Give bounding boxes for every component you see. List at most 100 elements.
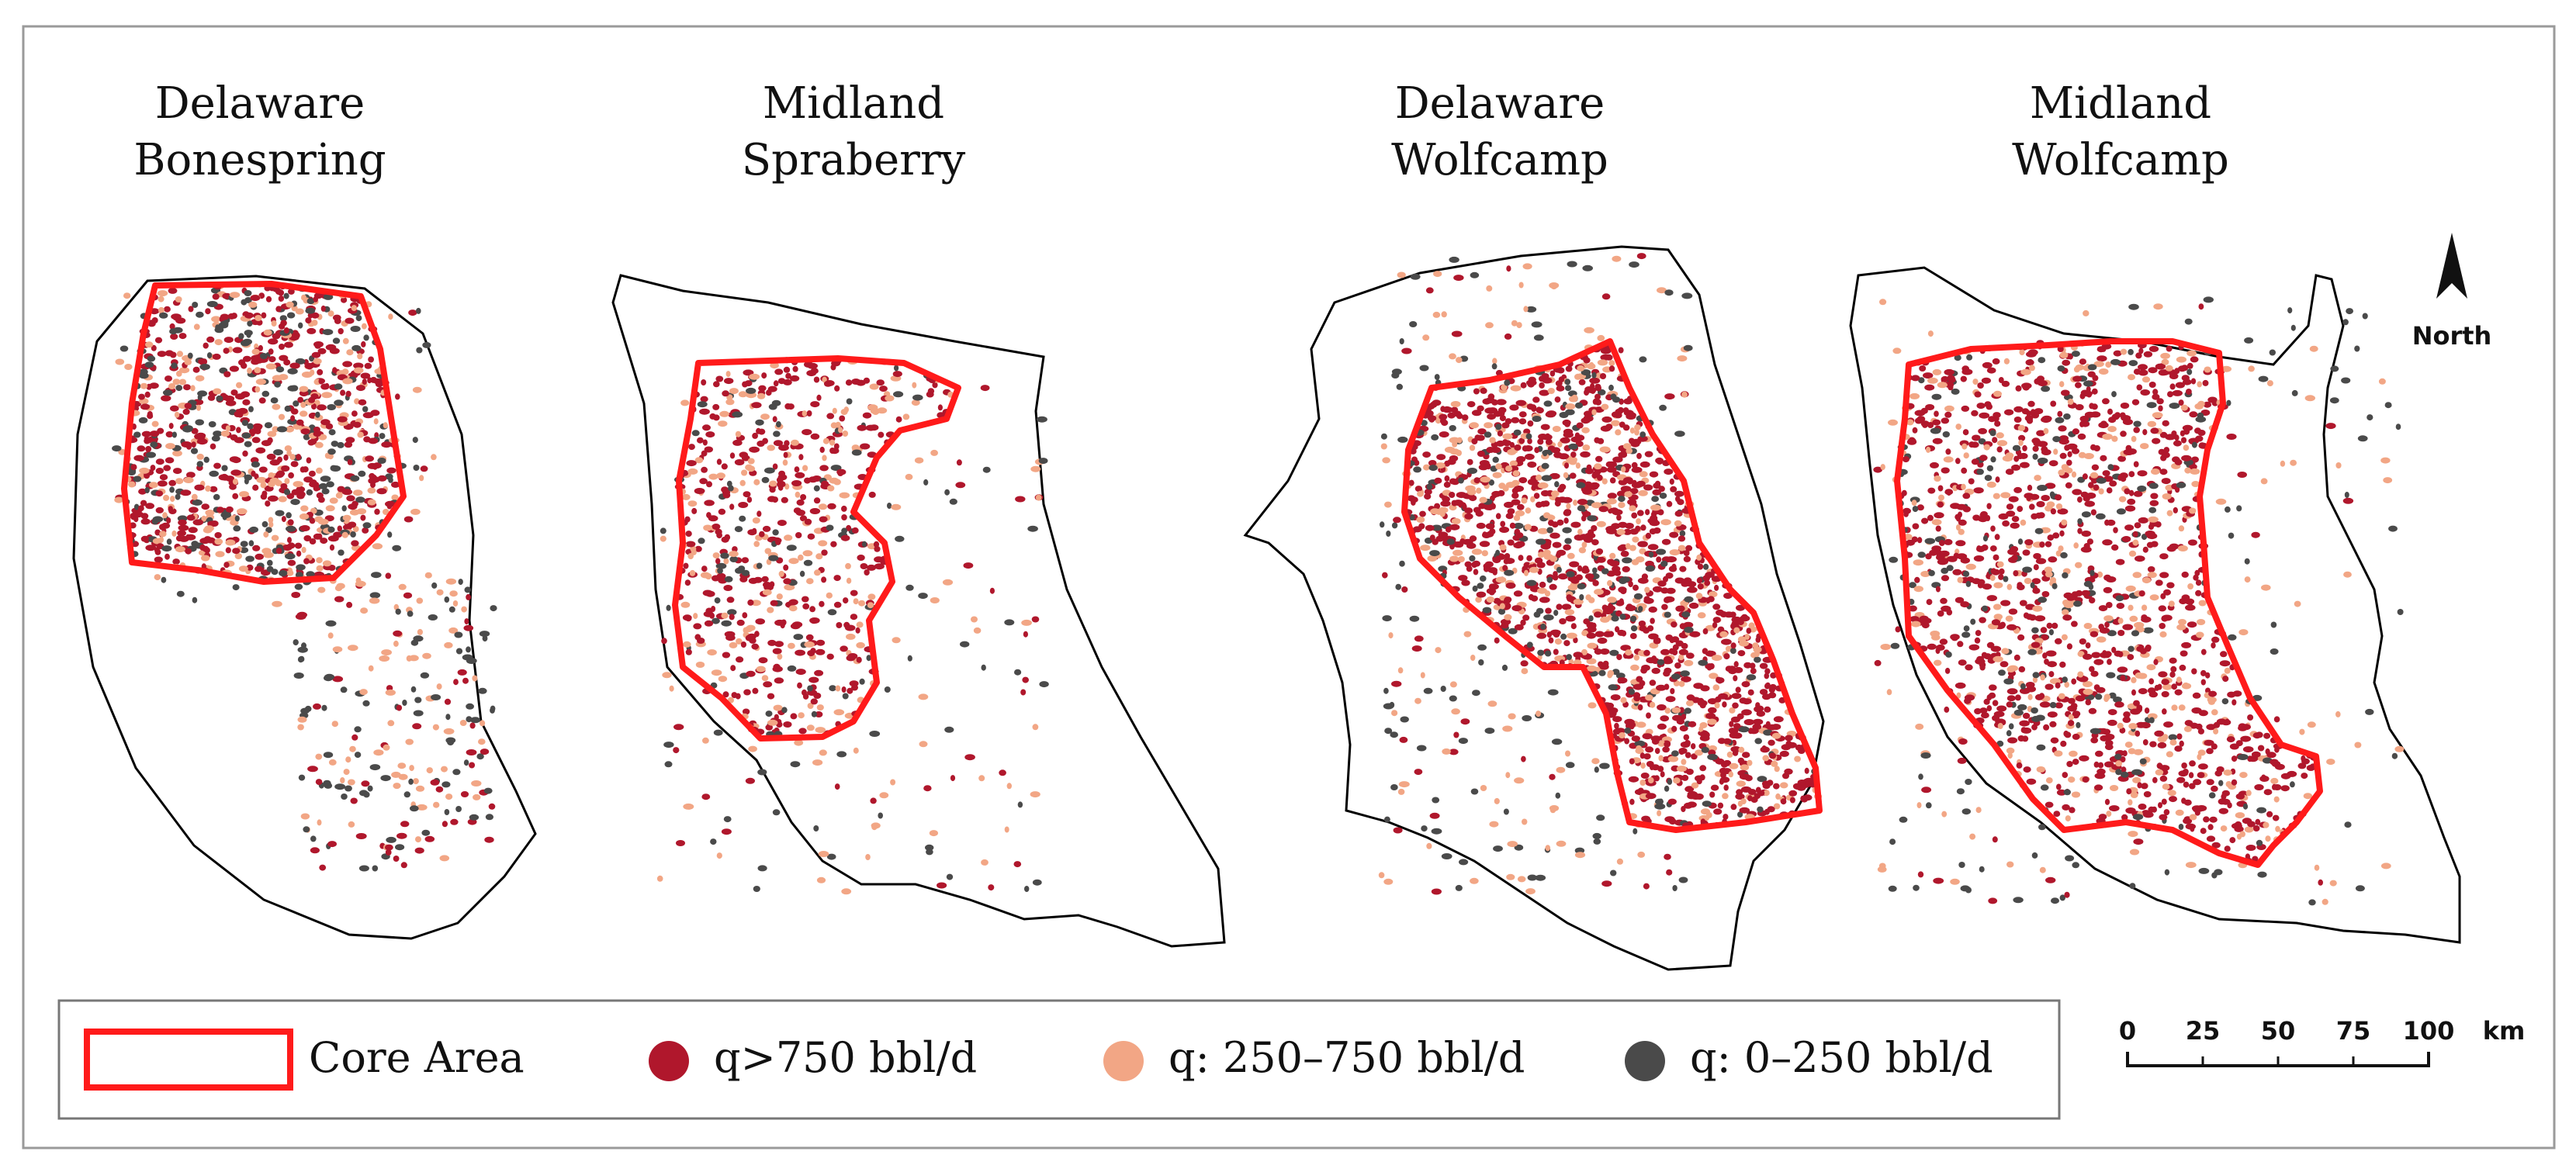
well-point-high bbox=[2029, 493, 2040, 500]
well-point-high bbox=[1723, 784, 1729, 791]
well-point-medium bbox=[1597, 359, 1608, 366]
well-point-high bbox=[2169, 383, 2176, 390]
well-point-low bbox=[869, 731, 881, 737]
well-point-low bbox=[1588, 615, 1594, 622]
well-point-high bbox=[1672, 714, 1683, 721]
well-point-high bbox=[1717, 626, 1725, 633]
well-point-high bbox=[2197, 430, 2206, 436]
well-point-medium bbox=[174, 411, 180, 418]
well-point-medium bbox=[444, 641, 453, 648]
well-point-high bbox=[731, 692, 738, 699]
well-point-medium bbox=[1930, 631, 1941, 637]
well-point-high bbox=[701, 450, 708, 457]
well-point-high bbox=[747, 633, 757, 640]
well-point-high bbox=[1979, 455, 1988, 462]
well-point-high bbox=[348, 503, 358, 510]
well-point-high bbox=[224, 396, 235, 402]
well-point-high bbox=[414, 847, 424, 854]
well-point-high bbox=[1664, 853, 1671, 860]
well-point-medium bbox=[327, 310, 334, 317]
well-point-medium bbox=[1575, 462, 1581, 469]
well-point-medium bbox=[1524, 524, 1532, 531]
well-point-high bbox=[2174, 434, 2180, 441]
well-point-high bbox=[1503, 558, 1510, 565]
well-point-high bbox=[833, 575, 841, 582]
well-point-high bbox=[686, 460, 697, 467]
well-point-high bbox=[1491, 447, 1501, 453]
well-point-high bbox=[1585, 573, 1594, 580]
well-point-high bbox=[1662, 746, 1670, 753]
well-point-medium bbox=[694, 457, 704, 464]
well-point-low bbox=[2111, 391, 2117, 398]
well-point-high bbox=[155, 458, 164, 465]
well-point-medium bbox=[473, 793, 481, 800]
well-point-low bbox=[320, 475, 331, 482]
well-point-high bbox=[1981, 712, 1989, 719]
well-point-high bbox=[722, 390, 729, 397]
well-point-high bbox=[790, 623, 801, 630]
well-point-low bbox=[1681, 611, 1691, 618]
well-point-high bbox=[258, 344, 263, 351]
well-point-high bbox=[1993, 554, 2000, 561]
well-point-low bbox=[1547, 689, 1559, 696]
well-point-high bbox=[159, 474, 168, 481]
well-point-high bbox=[796, 499, 805, 506]
well-point-high bbox=[2301, 773, 2308, 780]
well-point-high bbox=[376, 488, 387, 495]
well-point-high bbox=[2011, 464, 2020, 471]
well-point-high bbox=[704, 446, 713, 453]
well-point-low bbox=[905, 584, 914, 591]
well-point-high bbox=[1504, 553, 1511, 559]
well-point-high bbox=[1730, 804, 1737, 811]
well-point-medium bbox=[398, 583, 407, 590]
well-point-medium bbox=[1537, 527, 1549, 534]
well-point-medium bbox=[869, 383, 879, 390]
well-point-low bbox=[265, 527, 272, 534]
well-point-high bbox=[1664, 741, 1671, 748]
well-point-high bbox=[702, 424, 711, 431]
well-point-low bbox=[1533, 334, 1544, 341]
well-point-high bbox=[1934, 410, 1939, 417]
well-point-low bbox=[233, 525, 241, 532]
well-point-high bbox=[1649, 528, 1657, 535]
well-point-high bbox=[1419, 510, 1426, 517]
well-point-high bbox=[196, 438, 208, 445]
well-point-medium bbox=[254, 367, 261, 374]
well-point-high bbox=[334, 596, 345, 603]
well-point-medium bbox=[1442, 748, 1451, 755]
well-point-high bbox=[2148, 345, 2159, 352]
well-point-medium bbox=[680, 601, 691, 608]
well-point-low bbox=[1390, 784, 1398, 790]
well-point-medium bbox=[1622, 443, 1632, 450]
well-point-low bbox=[1384, 728, 1393, 735]
well-point-high bbox=[1449, 492, 1456, 498]
well-point-high bbox=[1473, 569, 1479, 576]
well-point-medium bbox=[299, 410, 308, 417]
well-point-low bbox=[234, 515, 240, 522]
well-point-high bbox=[740, 641, 747, 648]
well-point-high bbox=[1729, 611, 1736, 618]
well-point-medium bbox=[687, 553, 694, 559]
well-point-high bbox=[691, 507, 698, 514]
well-point-low bbox=[1651, 496, 1660, 503]
well-point-low bbox=[283, 292, 289, 299]
well-point-high bbox=[1629, 437, 1635, 444]
well-point-medium bbox=[295, 308, 304, 315]
well-point-high bbox=[1705, 713, 1716, 720]
well-point-high bbox=[164, 375, 172, 382]
well-point-high bbox=[1998, 513, 2009, 520]
well-point-low bbox=[807, 685, 813, 692]
well-point-high bbox=[2189, 411, 2198, 418]
well-point-high bbox=[1616, 654, 1622, 661]
well-point-high bbox=[1671, 563, 1677, 570]
well-point-high bbox=[865, 424, 877, 431]
well-point-high bbox=[375, 381, 383, 388]
well-point-high bbox=[1461, 414, 1469, 421]
panel-title-delaware-wolfcamp-line1: Delaware bbox=[1395, 78, 1605, 129]
well-point-high bbox=[2172, 389, 2183, 396]
well-point-high bbox=[1732, 749, 1739, 756]
well-point-high bbox=[1573, 637, 1578, 644]
well-point-high bbox=[327, 841, 337, 848]
well-point-low bbox=[1618, 496, 1626, 503]
well-point-high bbox=[1556, 549, 1567, 556]
